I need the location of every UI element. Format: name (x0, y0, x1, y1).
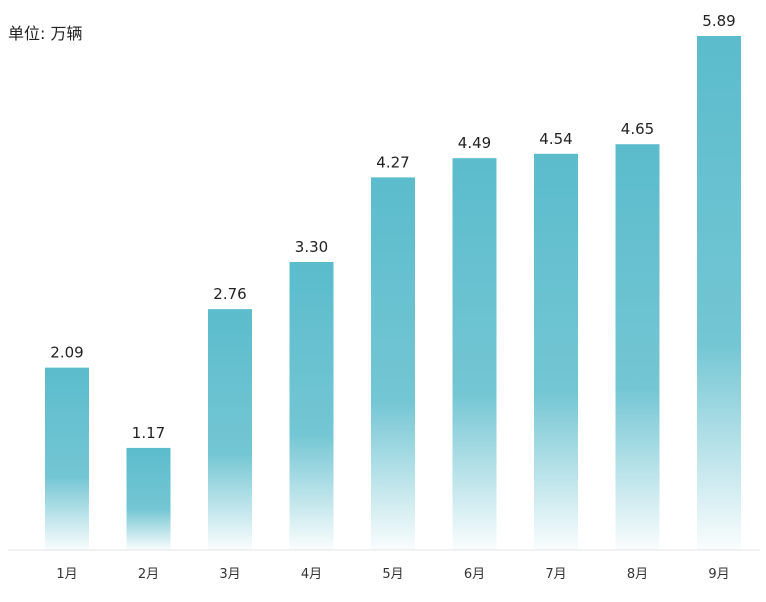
bars-group: 2.09 1月 1.17 2月 2.76 3月 3.30 4月 4.27 5月 4.49 6月 4.54… (45, 12, 741, 582)
category-label-6: 6月 (464, 567, 485, 582)
bar-4 (289, 262, 334, 550)
value-label-2: 1.17 (132, 424, 165, 442)
value-label-9: 5.89 (702, 12, 735, 30)
bar-9 (697, 36, 741, 550)
category-label-8: 8月 (627, 567, 648, 582)
bar-1 (45, 367, 89, 550)
value-label-5: 4.27 (376, 153, 409, 171)
bar-5 (371, 177, 415, 550)
unit-label: 单位: 万辆 (8, 24, 83, 43)
category-label-2: 2月 (138, 567, 159, 582)
bar-2 (126, 447, 171, 550)
bar-6 (452, 158, 497, 551)
value-label-6: 4.49 (458, 134, 491, 152)
category-label-7: 7月 (545, 567, 566, 582)
category-label-4: 4月 (301, 567, 322, 582)
value-label-7: 4.54 (539, 130, 572, 148)
category-label-1: 1月 (56, 567, 77, 582)
value-label-3: 2.76 (213, 285, 246, 303)
value-label-4: 3.30 (295, 238, 328, 256)
value-label-1: 2.09 (50, 344, 83, 362)
category-label-5: 5月 (382, 567, 403, 582)
bar-3 (208, 309, 252, 550)
category-label-3: 3月 (219, 567, 240, 582)
bar-7 (534, 153, 578, 550)
category-label-9: 9月 (708, 567, 729, 582)
bar-8 (615, 144, 660, 551)
value-label-8: 4.65 (621, 120, 654, 138)
